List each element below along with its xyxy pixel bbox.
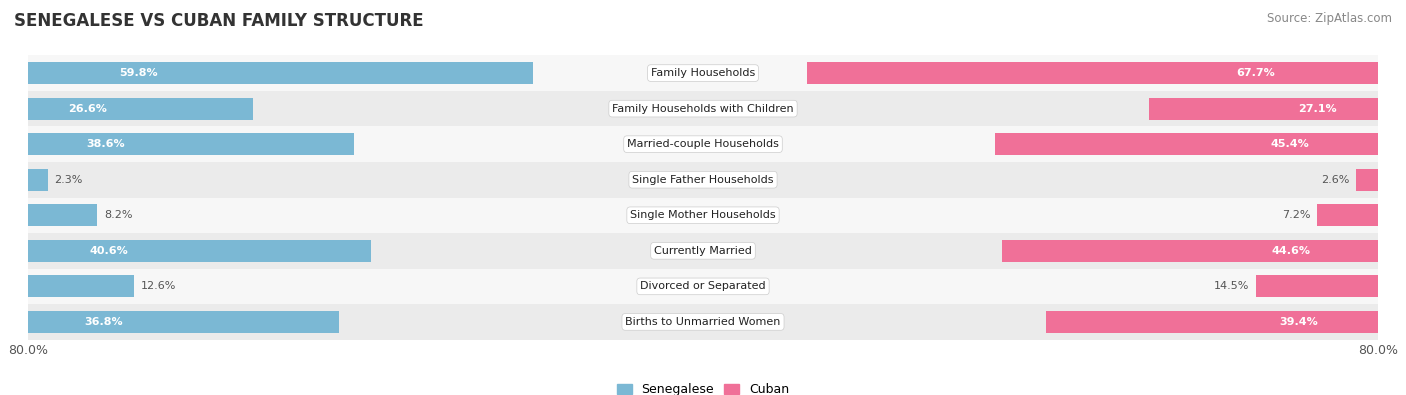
Bar [28, 311, 339, 333]
Text: Single Father Households: Single Father Households [633, 175, 773, 185]
Text: Currently Married: Currently Married [654, 246, 752, 256]
Text: Married-couple Households: Married-couple Households [627, 139, 779, 149]
Bar [1256, 275, 1378, 297]
Bar [28, 198, 1378, 233]
Bar [1149, 98, 1378, 120]
Bar [28, 91, 1378, 126]
Bar [28, 126, 1378, 162]
Text: Family Households: Family Households [651, 68, 755, 78]
Bar [995, 133, 1378, 155]
Text: Source: ZipAtlas.com: Source: ZipAtlas.com [1267, 12, 1392, 25]
Text: 45.4%: 45.4% [1270, 139, 1309, 149]
Text: 59.8%: 59.8% [120, 68, 157, 78]
Bar [807, 62, 1378, 84]
Text: Family Households with Children: Family Households with Children [612, 103, 794, 114]
Text: 40.6%: 40.6% [90, 246, 128, 256]
Bar [28, 269, 1378, 304]
Bar [28, 233, 1378, 269]
Bar [1046, 311, 1378, 333]
Bar [28, 204, 97, 226]
Text: 36.8%: 36.8% [84, 317, 122, 327]
Text: 2.3%: 2.3% [55, 175, 83, 185]
Bar [1001, 240, 1378, 262]
Text: SENEGALESE VS CUBAN FAMILY STRUCTURE: SENEGALESE VS CUBAN FAMILY STRUCTURE [14, 12, 423, 30]
Bar [28, 275, 135, 297]
Text: 14.5%: 14.5% [1213, 281, 1249, 292]
Text: 26.6%: 26.6% [69, 103, 107, 114]
Bar [28, 98, 253, 120]
Text: Single Mother Households: Single Mother Households [630, 210, 776, 220]
Bar [28, 62, 533, 84]
Text: 8.2%: 8.2% [104, 210, 132, 220]
Bar [28, 304, 1378, 340]
Text: 7.2%: 7.2% [1282, 210, 1310, 220]
Text: 2.6%: 2.6% [1320, 175, 1350, 185]
Bar [1317, 204, 1378, 226]
Bar [28, 162, 1378, 198]
Text: Births to Unmarried Women: Births to Unmarried Women [626, 317, 780, 327]
Text: 12.6%: 12.6% [141, 281, 177, 292]
Text: Divorced or Separated: Divorced or Separated [640, 281, 766, 292]
Text: 44.6%: 44.6% [1271, 246, 1310, 256]
Text: 38.6%: 38.6% [87, 139, 125, 149]
Bar [1355, 169, 1378, 191]
Bar [28, 133, 354, 155]
Text: 67.7%: 67.7% [1236, 68, 1275, 78]
Text: 27.1%: 27.1% [1298, 103, 1337, 114]
Bar [28, 55, 1378, 91]
Legend: Senegalese, Cuban: Senegalese, Cuban [617, 383, 789, 395]
Bar [28, 240, 371, 262]
Text: 39.4%: 39.4% [1279, 317, 1317, 327]
Bar [28, 169, 48, 191]
